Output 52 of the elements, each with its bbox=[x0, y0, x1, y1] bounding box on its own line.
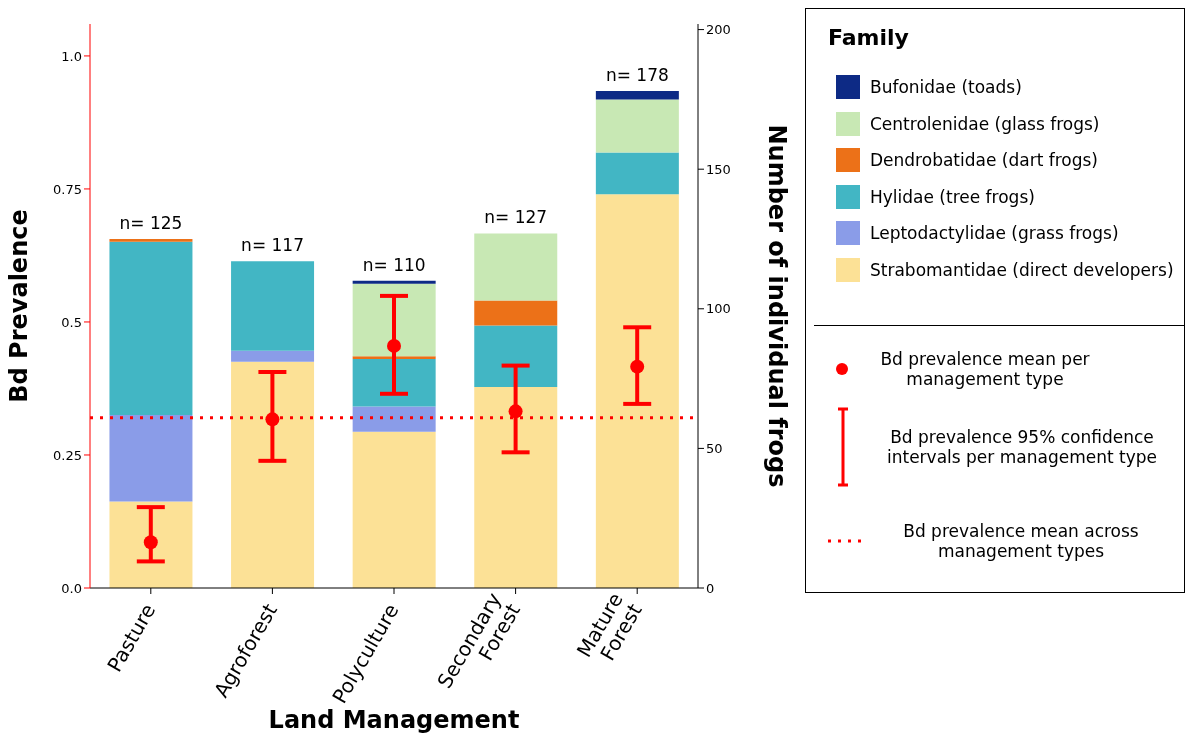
y-axis-title: Bd Prevalence bbox=[4, 209, 33, 403]
legend-label: Dendrobatidae (dart frogs) bbox=[870, 150, 1098, 170]
text: Bd prevalence 95% confidence intervals per management type bbox=[886, 427, 1158, 467]
y2-axis-title: Number of individual frogs bbox=[763, 124, 792, 488]
total-label: n= 110 bbox=[362, 254, 426, 275]
bar bbox=[595, 194, 679, 588]
point bbox=[508, 404, 523, 419]
bar bbox=[595, 91, 679, 100]
bar bbox=[352, 356, 436, 360]
bar bbox=[231, 361, 315, 588]
y-tick-label: 0.5 bbox=[61, 314, 82, 330]
y-tick-label: 1.0 bbox=[61, 48, 82, 64]
point bbox=[143, 535, 158, 550]
x-axis-title: Land Management bbox=[268, 706, 520, 734]
total-label: n= 178 bbox=[605, 65, 669, 86]
bar bbox=[231, 261, 315, 351]
bar bbox=[352, 406, 436, 432]
point bbox=[630, 359, 645, 374]
y2-tick-label: 50 bbox=[706, 441, 723, 457]
y-tick-label: 0.25 bbox=[53, 447, 82, 463]
legend-label: Bd prevalence mean per management type bbox=[879, 349, 1091, 389]
bar bbox=[595, 152, 679, 195]
total-label: n= 125 bbox=[119, 212, 183, 233]
legend-label: Centrolenidae (glass frogs) bbox=[870, 113, 1100, 134]
bar bbox=[109, 238, 193, 242]
y2-tick-label: 100 bbox=[706, 301, 731, 317]
bar bbox=[109, 501, 193, 588]
bar bbox=[231, 350, 315, 362]
bar bbox=[474, 300, 558, 326]
bar bbox=[352, 431, 436, 588]
y-tick-label: 0.75 bbox=[53, 181, 82, 197]
y2-tick-label: 150 bbox=[706, 161, 731, 177]
legend-label: Bd prevalence mean across management types bbox=[902, 521, 1140, 561]
total-label: n= 127 bbox=[484, 207, 548, 228]
bar bbox=[595, 99, 679, 153]
legend-label: Leptodactylidae (grass frogs) bbox=[870, 223, 1119, 243]
y2-tick-label: 200 bbox=[706, 22, 731, 38]
point bbox=[387, 338, 401, 353]
legend-label: Bufonidae (toads) bbox=[870, 77, 1022, 97]
bar bbox=[474, 386, 558, 588]
bar bbox=[109, 241, 193, 415]
total-label: n= 117 bbox=[241, 235, 304, 256]
y2-tick-label: 0 bbox=[706, 580, 715, 596]
legend-title: Family bbox=[828, 25, 909, 50]
legend-label: Hylidae (tree frogs) bbox=[870, 186, 1035, 207]
point bbox=[265, 412, 280, 427]
legend-label: Strabomantidae (direct developers) bbox=[870, 259, 1174, 280]
bar bbox=[352, 280, 436, 284]
y-tick-label: 0.0 bbox=[61, 580, 82, 596]
bar bbox=[109, 414, 193, 502]
bar bbox=[474, 233, 558, 301]
bar bbox=[474, 325, 558, 387]
